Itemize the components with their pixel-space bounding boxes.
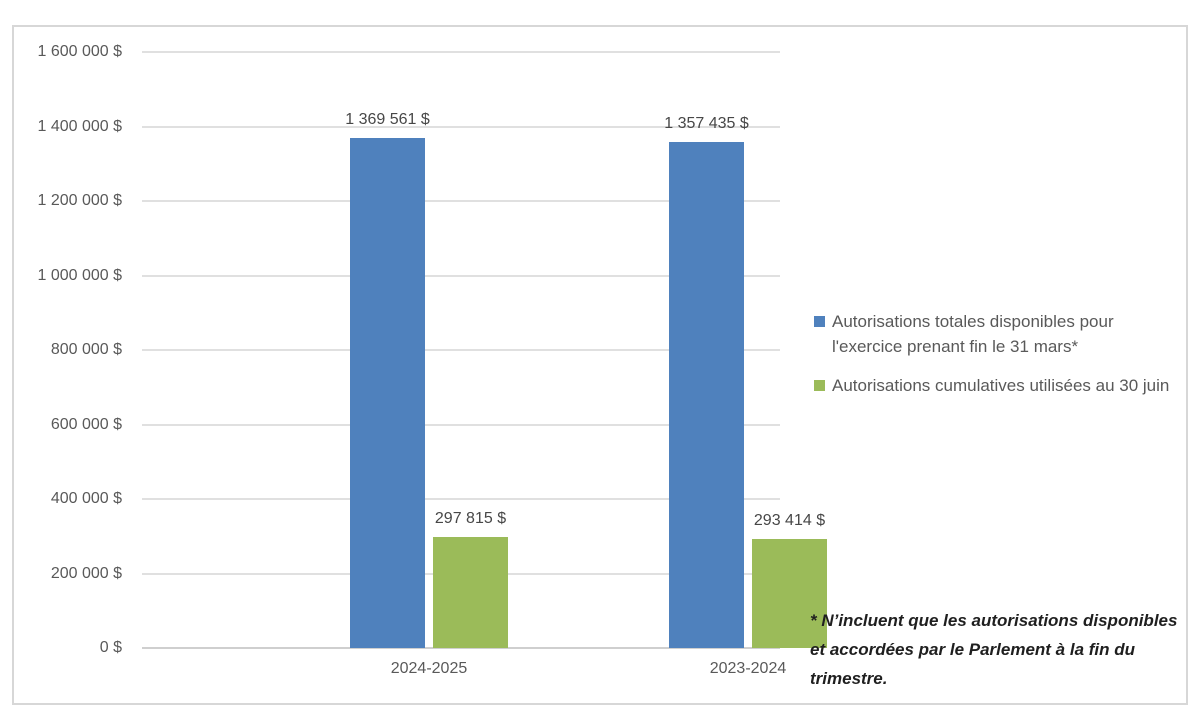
legend-marker-icon [814, 380, 825, 391]
chart-frame: 1 369 561 $ 297 815 $ 1 357 435 $ 293 414 $… [12, 25, 1188, 705]
legend: Autorisations totales disponibles pour l… [814, 309, 1186, 412]
gridline [142, 498, 780, 500]
gridline [142, 125, 780, 128]
y-tick-label: 1 200 000 $ [37, 192, 122, 209]
y-tick-label: 200 000 $ [50, 564, 122, 582]
bar-value-label: 1 357 435 $ [664, 115, 749, 132]
gridline [142, 51, 780, 53]
y-tick-label: 1 400 000 $ [37, 117, 122, 135]
gridline [142, 423, 780, 426]
bar-series-1-2024-2025 [350, 138, 425, 648]
bar-value-label: 293 414 $ [753, 512, 826, 529]
gridline [142, 349, 780, 351]
bar-series-2-2024-2025 [433, 537, 508, 648]
legend-label: Autorisations totales disponibles pour l… [832, 312, 1114, 356]
y-tick-label: 400 000 $ [50, 490, 122, 507]
bar-value-label: 1 369 561 $ [345, 111, 430, 128]
x-category-label: 2023-2024 [709, 660, 787, 677]
y-tick-label: 800 000 $ [50, 341, 122, 358]
x-category-label: 2024-2025 [390, 660, 468, 677]
x-axis-line [142, 647, 780, 649]
footnote: * N’incluent que les autorisations dispo… [810, 611, 1178, 688]
plot-area: 1 369 561 $ 297 815 $ 1 357 435 $ 293 414 $ [142, 51, 827, 649]
legend-item-2: Autorisations cumulatives utilisées au 3… [814, 373, 1186, 398]
legend-marker-icon [814, 316, 825, 327]
bar-series-1-2023-2024 [669, 142, 744, 648]
bar-series-2-2023-2024 [752, 539, 827, 648]
gridline [142, 200, 780, 202]
y-tick-label: 1 600 000 $ [37, 43, 122, 60]
legend-item-1: Autorisations totales disponibles pour l… [814, 309, 1186, 359]
legend-label: Autorisations cumulatives utilisées au 3… [832, 376, 1170, 395]
y-tick-label: 1 000 000 $ [37, 266, 122, 284]
bar-value-label: 297 815 $ [434, 510, 507, 527]
y-tick-label: 600 000 $ [50, 415, 122, 433]
gridline [142, 274, 780, 277]
y-tick-label: 0 $ [99, 639, 122, 656]
